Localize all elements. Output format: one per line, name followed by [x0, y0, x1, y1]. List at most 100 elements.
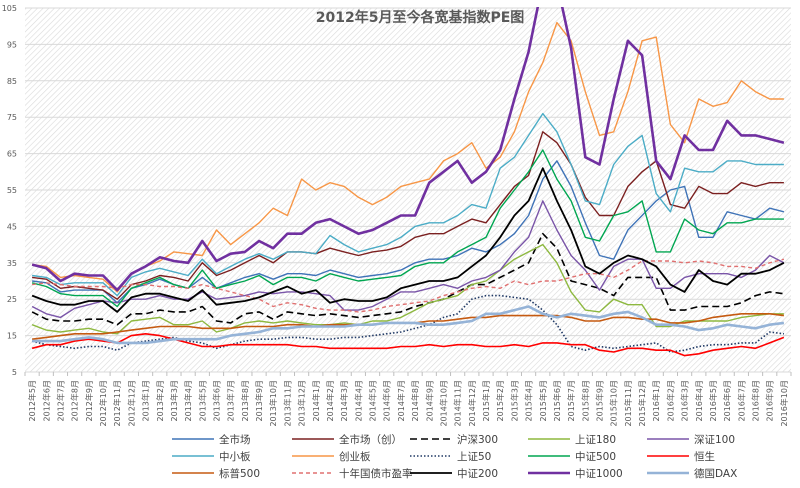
- legend-swatch: [292, 472, 334, 474]
- legend-label: 上证180: [575, 433, 617, 446]
- x-tick-label: 2012年6月: [41, 380, 51, 421]
- y-tick-label: 85: [7, 77, 17, 86]
- x-tick-label: 2014年12月: [467, 380, 477, 427]
- legend-swatch: [410, 455, 452, 457]
- y-tick-label: 25: [7, 295, 17, 304]
- x-tick-label: 2015年9月: [595, 380, 605, 421]
- legend-label: 创业板: [339, 450, 371, 463]
- x-tick-label: 2014年6月: [382, 380, 392, 421]
- y-tick-label: 65: [7, 150, 17, 159]
- x-tick-label: 2014年1月: [311, 380, 321, 421]
- series-line-2: [31, 232, 785, 326]
- legend-item: 中小板: [170, 448, 251, 464]
- x-tick-label: 2016年1月: [651, 380, 661, 421]
- x-tick-label: 2016年4月: [694, 380, 704, 421]
- legend-swatch: [172, 455, 214, 457]
- chart-title: 2012年5月至今各宽基指数PE图: [316, 9, 525, 26]
- x-tick-label: 2013年7月: [226, 380, 236, 421]
- legend-label: 德国DAX: [694, 467, 738, 480]
- legend-label: 中证1000: [575, 467, 623, 480]
- x-tick-label: 2014年8月: [410, 380, 420, 421]
- legend-swatch: [647, 455, 689, 457]
- legend-item: 创业板: [290, 448, 371, 464]
- x-tick-label: 2013年8月: [240, 380, 250, 421]
- x-tick-label: 2015年8月: [580, 380, 590, 421]
- legend-item: 中证1000: [526, 465, 623, 481]
- x-tick-label: 2013年4月: [183, 380, 193, 421]
- y-tick-label: 45: [7, 222, 17, 231]
- x-tick-label: 2016年6月: [722, 380, 732, 421]
- x-tick-label: 2015年5月: [538, 380, 548, 421]
- series-line-14: [32, 305, 785, 345]
- legend-swatch: [172, 438, 214, 440]
- y-tick-label: 15: [7, 332, 17, 341]
- x-tick-label: 2012年7月: [55, 380, 65, 421]
- legend-item: 全市场: [170, 431, 251, 447]
- series-line-0: [32, 160, 785, 304]
- legend-item: 沪深300: [408, 431, 498, 447]
- x-tick-label: 2013年6月: [212, 380, 222, 421]
- x-tick-label: 2016年9月: [765, 380, 775, 421]
- x-axis: 2012年5月 2012年6月 2012年7月 2012年8月 2012年9月 2012年…: [24, 372, 792, 427]
- legend-swatch: [528, 471, 570, 475]
- x-tick-label: 2015年4月: [524, 380, 534, 421]
- x-tick-label: 2015年7月: [566, 380, 576, 421]
- x-tick-label: 2014年7月: [396, 380, 406, 421]
- legend-swatch: [528, 455, 570, 457]
- x-tick-label: 2015年10月: [609, 380, 619, 427]
- legend-item: 中证500: [526, 448, 616, 464]
- x-tick-label: 2015年1月: [481, 380, 491, 421]
- x-tick-label: 2012年11月: [112, 380, 122, 427]
- x-tick-label: 2013年2月: [155, 380, 165, 421]
- legend-item: 恒生: [645, 448, 715, 464]
- legend-label: 十年国债市盈率: [339, 467, 413, 480]
- legend-label: 全市场（创）: [339, 433, 402, 446]
- x-tick-label: 2016年10月: [779, 380, 789, 427]
- legend-swatch: [410, 438, 452, 440]
- series-lines: [31, 7, 785, 357]
- x-tick-label: 2015年6月: [552, 380, 562, 421]
- x-tick-label: 2015年3月: [509, 380, 519, 421]
- legend-swatch: [410, 472, 452, 474]
- legend-swatch: [292, 438, 334, 440]
- x-tick-label: 2013年11月: [282, 380, 292, 427]
- legend-item: 德国DAX: [645, 465, 737, 481]
- x-tick-label: 2012年9月: [84, 380, 94, 421]
- x-tick-label: 2014年5月: [368, 380, 378, 421]
- gridlines: [25, 7, 791, 373]
- legend-label: 沪深300: [457, 433, 499, 446]
- x-tick-label: 2016年8月: [751, 380, 761, 421]
- x-tick-label: 2015年2月: [495, 380, 505, 421]
- x-tick-label: 2012年12月: [126, 380, 136, 427]
- x-tick-label: 2016年7月: [736, 380, 746, 421]
- x-tick-label: 2013年12月: [297, 380, 307, 427]
- legend-label: 中证500: [575, 450, 617, 463]
- legend-item: 深证100: [645, 431, 735, 447]
- series-line-1: [32, 131, 784, 300]
- x-tick-label: 2013年10月: [268, 380, 278, 427]
- x-tick-label: 2014年11月: [453, 380, 463, 427]
- series-line-4: [31, 200, 785, 319]
- x-tick-label: 2014年4月: [353, 380, 363, 421]
- x-tick-label: 2012年8月: [70, 380, 80, 421]
- legend-label: 标普500: [219, 467, 261, 480]
- x-tick-label: 2014年9月: [424, 380, 434, 421]
- series-line-8: [31, 149, 784, 308]
- legend-swatch: [528, 438, 570, 440]
- x-tick-label: 2014年2月: [325, 380, 335, 421]
- legend-item: 十年国债市盈率: [290, 465, 413, 481]
- x-tick-label: 2016年3月: [680, 380, 690, 421]
- x-tick-label: 2016年2月: [665, 380, 675, 421]
- series-line-5: [32, 112, 784, 297]
- x-tick-label: 2014年10月: [438, 380, 448, 427]
- legend-label: 上证50: [457, 450, 492, 463]
- legend-swatch: [292, 455, 334, 457]
- x-tick-label: 2013年5月: [197, 380, 207, 421]
- x-tick-label: 2015年11月: [623, 380, 633, 427]
- legend-item: 全市场（创）: [290, 431, 402, 447]
- x-tick-label: 2012年10月: [98, 380, 108, 427]
- y-tick-label: 35: [7, 259, 17, 268]
- x-tick-label: 2012年5月: [27, 380, 37, 421]
